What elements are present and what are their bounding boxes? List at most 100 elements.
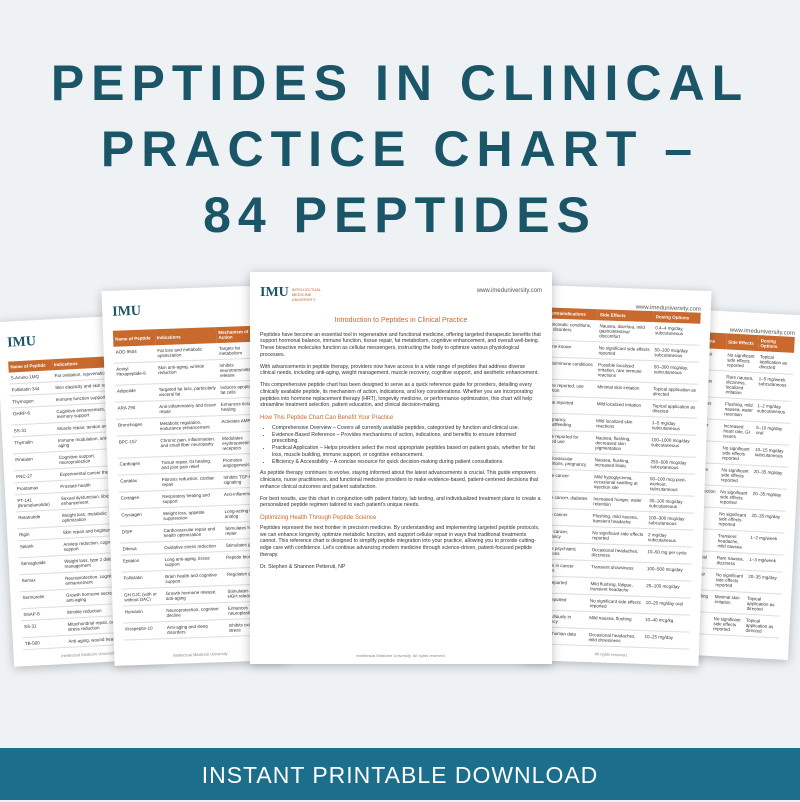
cell: Mild nausea, flushing [586, 611, 644, 631]
cell: Mild localized skin reactions [593, 414, 651, 434]
cell: 250–500 mcg/day subcutaneous [648, 455, 696, 475]
cell: Rare nausea, dizziness, localized irrita… [723, 370, 758, 400]
cell: Respiratory healing and support [160, 488, 223, 508]
cell: Minimal skin irritation [595, 380, 652, 400]
cell: 10–20 mg/day oral [643, 596, 691, 616]
cell: 1–5 mg/week subcutaneous [755, 372, 793, 402]
cell: Long anti-aging, tissue support [162, 551, 225, 571]
cell: Neuroprotection, cognitive decline [164, 602, 227, 622]
cell: GH CJC (with or without DAC) [121, 587, 165, 607]
cell: Transient drowsiness [588, 560, 646, 580]
authors: Dr. Stephen & Shannon Petteruti, NP [260, 563, 346, 570]
cell: Increased heart rate, GI issues [720, 419, 755, 444]
cell: 1–2 mg/week [747, 531, 785, 556]
cell: No significant side effects reported [724, 349, 759, 373]
cell: Targeted fat loss, particularly visceral… [156, 381, 219, 401]
cell: 50–100 mcg post-workout, subcutaneous [647, 472, 696, 497]
paragraph: As peptide therapy continues to evolve, … [260, 470, 539, 490]
cell: Adipotide [114, 383, 158, 403]
cell: Tissue repair, GI healing, and joint pai… [158, 454, 222, 474]
column-header: Side Effects [725, 333, 760, 352]
cell: 10–25 mg/day [642, 630, 690, 650]
cell: AOD 9604 [113, 345, 156, 364]
cell: BPC-157 [116, 434, 159, 459]
column-header: Name of Peptide [112, 329, 156, 347]
cell: Nausea, diarrhea, mild gastrointestinal … [596, 320, 654, 344]
cell: Mild hypoglycemia, occasional swelling a… [591, 470, 649, 495]
cell: 25–100 mcg/day [643, 579, 692, 599]
cell: 2 mg/day subcutaneous [645, 528, 694, 548]
page-center: IMU INTELLECTUAL MEDICINE UNIVERSITY www.i… [250, 272, 552, 664]
bullet: Practical Application – Helps providers … [272, 445, 542, 459]
cell: Cardiovascular repair and health optimiz… [161, 522, 224, 542]
cell: 1–5 mg/day subcutaneous [649, 416, 698, 436]
paragraph: With advancements in peptide therapy, pr… [260, 363, 539, 377]
cell: Mild flushing, fatigue, transient headac… [588, 577, 645, 597]
cell: 1–2 mg/day subcutaneous [754, 399, 792, 424]
cell: Topical application as directed [744, 592, 782, 617]
cell: Occasional headaches, dizziness [589, 543, 646, 563]
cell: Flushing, mild nausea, water retention [722, 397, 756, 422]
cell: 100–1000 mcg/day subcutaneous [648, 433, 697, 458]
cell: Rare nausea, dizziness [714, 551, 748, 571]
cell: No significant side effects reported [716, 507, 750, 532]
peptide-table: Contraindications Side Effects Dosing Opti… [534, 307, 701, 650]
cell: 0.4–4 mg/day, subcutaneous [652, 322, 701, 346]
logo-subtitle: INTELLECTUAL MEDICINE UNIVERSITY [291, 286, 321, 303]
cell: 10–50 mg per cycle [645, 545, 693, 565]
bullet: Evidence-Based Reference – Provides mech… [272, 432, 542, 446]
cell: Acetyl Hexapeptide-8 [114, 361, 157, 386]
subheading: How This Peptide Chart Can Benefit Your … [260, 415, 394, 421]
title-line: PRACTICE CHART – [100, 121, 700, 177]
cell: Possible localized irritation, rare immu… [595, 358, 653, 383]
cell: No significant side effects reported [710, 612, 745, 637]
cell: Topical application as directed [650, 382, 699, 402]
cell: 1–3 mg/week [746, 553, 784, 573]
cell: Occasional headaches, mild drowsiness [586, 628, 643, 648]
cell: TB-500 [22, 635, 67, 650]
cell: Transient headache, mild nausea [715, 529, 749, 554]
bullet-list: Comprehensive Overview – Covers all curr… [260, 425, 542, 466]
cell: Crystagen [119, 507, 162, 527]
cell: Kisspeptin-10 [123, 621, 166, 641]
title-line: 84 PEPTIDES [203, 187, 597, 243]
cell: None known [544, 339, 597, 359]
download-banner: INSTANT PRINTABLE DOWNLOAD [0, 748, 800, 800]
cell: 10–40 mcg/kg [642, 613, 691, 633]
cell: No significant side effects reported [717, 485, 752, 510]
url: www.imeduniversity.com [476, 288, 542, 294]
cell: No significant side effects reported [718, 463, 753, 488]
cell: Follistatin [121, 570, 164, 590]
cell: Topical application as directed [650, 399, 698, 419]
paragraph: This comprehensive peptide chart has bee… [260, 382, 533, 409]
cell: DSIP [119, 524, 162, 544]
cell: No significant side effects reported [589, 526, 647, 546]
cell: No significant side effects reported [587, 594, 644, 614]
cell: Metabolic regulation, endurance enhancem… [157, 415, 220, 435]
cell: Flushing, mild nausea, transient headach… [590, 509, 647, 529]
cell: 20–35 mg/day [745, 570, 783, 595]
cell: Pancreatic conditions, GI disorders [544, 318, 598, 342]
cell: Anti-aging and sleep disorders [164, 619, 227, 639]
cell: Humanin [122, 604, 165, 624]
paragraph: Peptides have become an essential tool i… [260, 331, 541, 358]
cell: Increased hunger, water retention [591, 492, 648, 512]
cell: 20–35 mg/day [751, 465, 788, 490]
paragraph: For best results, use this chart in conj… [260, 495, 541, 509]
cell: 5–10 mg/day oral [753, 421, 791, 446]
cell: 50–100 mcg/day subcutaneous [652, 343, 700, 363]
cell: Weight loss, appetite suppression [160, 505, 223, 525]
logo: IMU [6, 334, 37, 351]
cell: Bronchogen [115, 417, 159, 437]
cell: Topical application as directed [757, 351, 794, 375]
cell: ARA 290 [115, 400, 158, 420]
paragraph: Peptides represent the next frontier in … [260, 524, 540, 558]
cell: Skin anti-aging, wrinkle reduction [155, 359, 219, 384]
cell: 10–15 mg/day subcutaneous [752, 443, 790, 468]
cell: Cartalax [117, 473, 161, 493]
cell: No significant side effects reported [596, 341, 653, 361]
heading: Introduction to Peptides in Clinical Pra… [334, 317, 468, 325]
cell: 100–300 mcg/day subcutaneous [646, 511, 694, 531]
cell: Mild localized irritation [594, 397, 651, 417]
